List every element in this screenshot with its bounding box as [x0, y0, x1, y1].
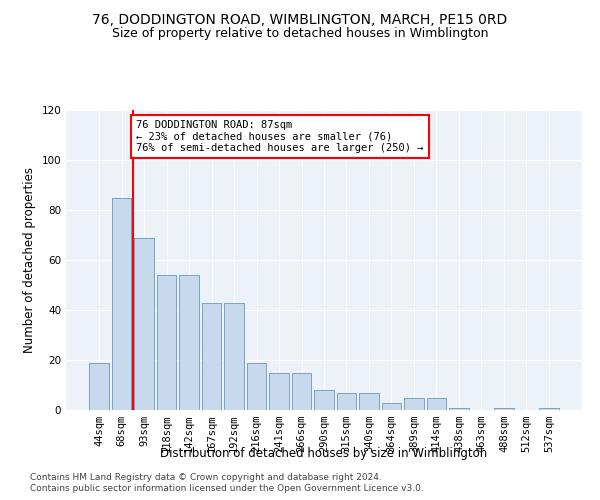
Text: Size of property relative to detached houses in Wimblington: Size of property relative to detached ho…	[112, 28, 488, 40]
Bar	[157, 275, 176, 410]
Bar	[179, 275, 199, 410]
Bar	[382, 402, 401, 410]
Bar	[269, 372, 289, 410]
Bar	[449, 408, 469, 410]
Bar	[292, 372, 311, 410]
Bar	[539, 408, 559, 410]
Bar	[337, 392, 356, 410]
Bar	[427, 398, 446, 410]
Bar	[247, 362, 266, 410]
Bar	[89, 362, 109, 410]
Bar	[404, 398, 424, 410]
Bar	[112, 198, 131, 410]
Bar	[202, 302, 221, 410]
Text: Distribution of detached houses by size in Wimblington: Distribution of detached houses by size …	[160, 448, 488, 460]
Bar	[224, 302, 244, 410]
Bar	[494, 408, 514, 410]
Y-axis label: Number of detached properties: Number of detached properties	[23, 167, 36, 353]
Bar	[134, 238, 154, 410]
Text: 76, DODDINGTON ROAD, WIMBLINGTON, MARCH, PE15 0RD: 76, DODDINGTON ROAD, WIMBLINGTON, MARCH,…	[92, 12, 508, 26]
Text: 76 DODDINGTON ROAD: 87sqm
← 23% of detached houses are smaller (76)
76% of semi-: 76 DODDINGTON ROAD: 87sqm ← 23% of detac…	[136, 120, 424, 153]
Text: Contains public sector information licensed under the Open Government Licence v3: Contains public sector information licen…	[30, 484, 424, 493]
Bar	[314, 390, 334, 410]
Text: Contains HM Land Registry data © Crown copyright and database right 2024.: Contains HM Land Registry data © Crown c…	[30, 472, 382, 482]
Bar	[359, 392, 379, 410]
